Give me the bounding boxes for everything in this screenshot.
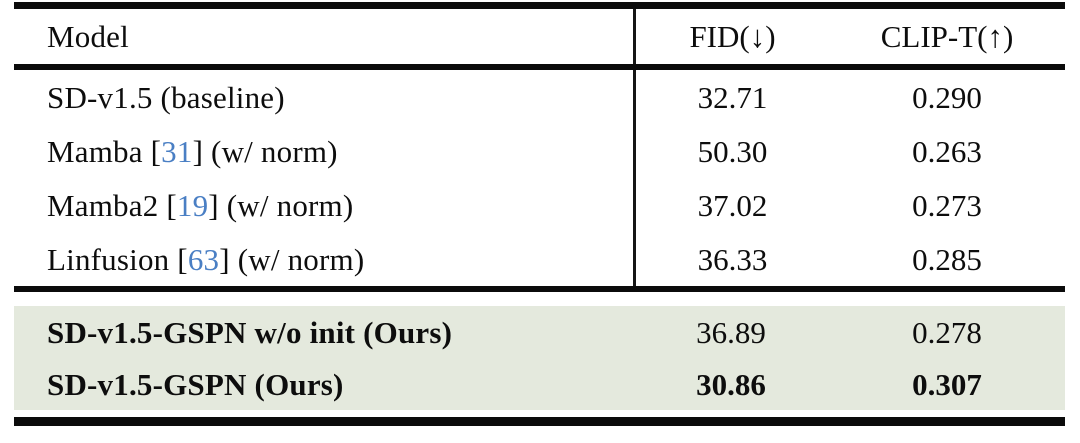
table-row: Linfusion [63] (w/ norm) 36.33 0.285: [14, 232, 1065, 286]
table-row: SD-v1.5-GSPN w/o init (Ours) 36.89 0.278: [14, 306, 1065, 358]
model-cell: SD-v1.5-GSPN (Ours): [47, 366, 344, 402]
table-row: SD-v1.5 (baseline) 32.71 0.290: [14, 70, 1065, 124]
table-header-rule: [14, 64, 1065, 70]
fid-value-cell: 30.86: [696, 366, 766, 402]
model-name: Mamba2 [: [47, 187, 177, 223]
fid-value-cell: 36.33: [633, 232, 829, 286]
clip-t-value-cell: 0.307: [912, 366, 982, 402]
table-row: Mamba2 [19] (w/ norm) 37.02 0.273: [14, 178, 1065, 232]
citation-link[interactable]: 19: [176, 187, 209, 223]
table-header-row: Model FID(↓) CLIP-T(↑): [14, 9, 1065, 64]
spacer: [14, 410, 1065, 417]
column-header-model: Model: [47, 19, 129, 54]
table-row: Mamba [31] (w/ norm) 50.30 0.263: [14, 124, 1065, 178]
model-cell: Mamba2 [19] (w/ norm): [14, 178, 633, 232]
clip-t-value-cell: 0.285: [912, 241, 982, 277]
fid-value-cell: 32.71: [633, 70, 829, 124]
model-cell: Linfusion [63] (w/ norm): [14, 232, 633, 286]
table-mid-rule: [14, 286, 1065, 292]
model-name-suffix: ] (w/ norm): [208, 187, 354, 223]
model-name: Linfusion [: [47, 241, 188, 277]
model-name-suffix: ] (w/ norm): [192, 133, 338, 169]
fid-value-cell: 50.30: [633, 124, 829, 178]
clip-t-value-cell: 0.273: [912, 187, 982, 223]
fid-value-cell: 37.02: [633, 178, 829, 232]
column-header-fid: FID(↓): [633, 9, 829, 64]
fid-value-cell: 36.89: [696, 314, 766, 350]
ours-highlight-section: SD-v1.5-GSPN w/o init (Ours) 36.89 0.278…: [14, 306, 1065, 410]
table-top-rule: [14, 2, 1065, 9]
clip-t-value-cell: 0.263: [912, 133, 982, 169]
results-table: Model FID(↓) CLIP-T(↑) SD-v1.5 (baseline…: [14, 2, 1065, 426]
model-name: SD-v1.5 (baseline): [47, 79, 285, 115]
citation-link[interactable]: 63: [187, 241, 220, 277]
table-bottom-rule: [14, 417, 1065, 426]
clip-t-value-cell: 0.290: [912, 79, 982, 115]
column-header-clip-t: CLIP-T(↑): [880, 19, 1014, 54]
clip-t-value-cell: 0.278: [912, 314, 982, 350]
citation-link[interactable]: 31: [161, 133, 193, 169]
model-cell: SD-v1.5-GSPN w/o init (Ours): [47, 314, 453, 350]
model-name-suffix: ] (w/ norm): [219, 241, 365, 277]
model-cell: SD-v1.5 (baseline): [14, 70, 633, 124]
spacer: [14, 292, 1065, 306]
model-cell: Mamba [31] (w/ norm): [14, 124, 633, 178]
model-name: Mamba [: [47, 133, 162, 169]
table-row: SD-v1.5-GSPN (Ours) 30.86 0.307: [14, 358, 1065, 410]
